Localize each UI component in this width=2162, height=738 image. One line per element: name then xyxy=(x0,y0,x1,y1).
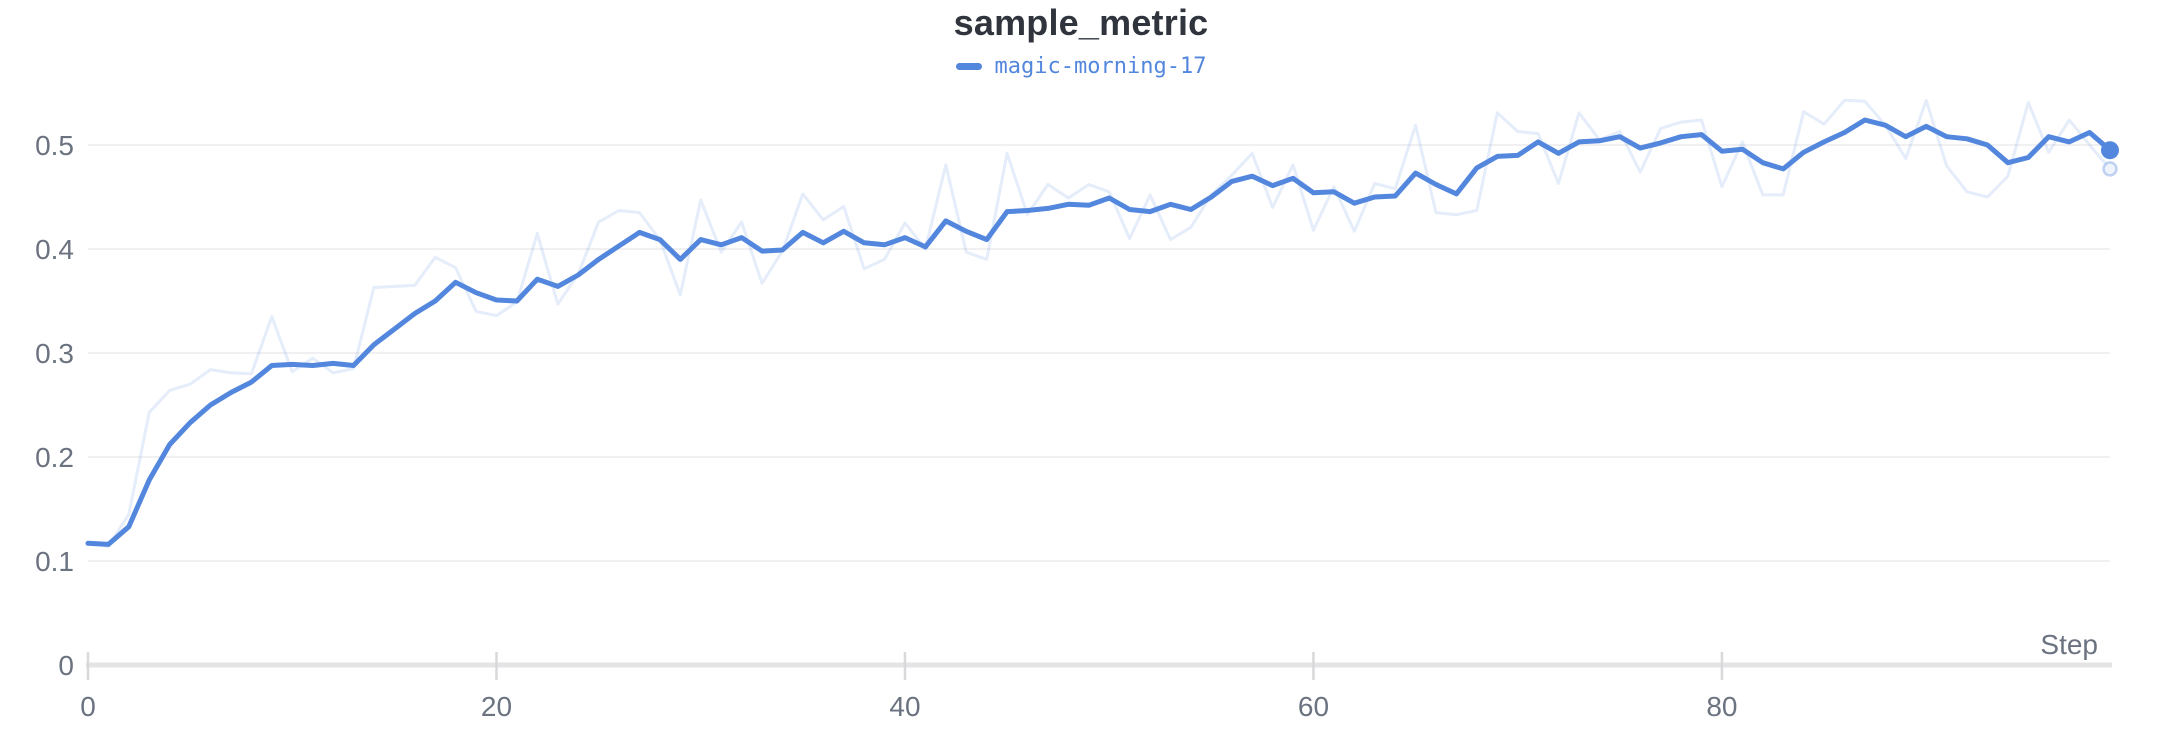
chart-title: sample_metric xyxy=(953,2,1209,43)
grid-layer xyxy=(88,144,2110,562)
smoothed-series-line xyxy=(85,117,2113,547)
x-tick-label: 40 xyxy=(889,691,920,722)
raw-final-point-ring xyxy=(2102,161,2118,177)
y-tick-label: 0 xyxy=(58,650,74,681)
x-tick-label: 0 xyxy=(80,691,96,722)
x-tick-label: 20 xyxy=(481,691,512,722)
raw-series-line xyxy=(86,98,2112,548)
y-tick-label: 0.3 xyxy=(35,338,74,369)
legend-run-name[interactable]: magic-morning-17 xyxy=(994,53,1207,79)
y-tick-label: 0.1 xyxy=(35,546,74,577)
legend-line-swatch xyxy=(955,62,982,70)
axis-layer: 0 0.1 0.2 0.3 0.4 0.5 0 20 40 60 80 xyxy=(35,130,2112,722)
y-tick-label: 0.4 xyxy=(35,234,74,265)
chart-legend: magic-morning-17 xyxy=(0,50,2162,82)
x-tick-label: 60 xyxy=(1298,691,1329,722)
series-layer xyxy=(85,98,2119,548)
final-point-dot[interactable] xyxy=(2101,141,2119,160)
x-tick-label: 80 xyxy=(1706,691,1737,722)
x-axis-title: Step xyxy=(2040,629,2098,660)
y-tick-label: 0.5 xyxy=(35,130,74,161)
y-tick-label: 0.2 xyxy=(35,442,74,473)
